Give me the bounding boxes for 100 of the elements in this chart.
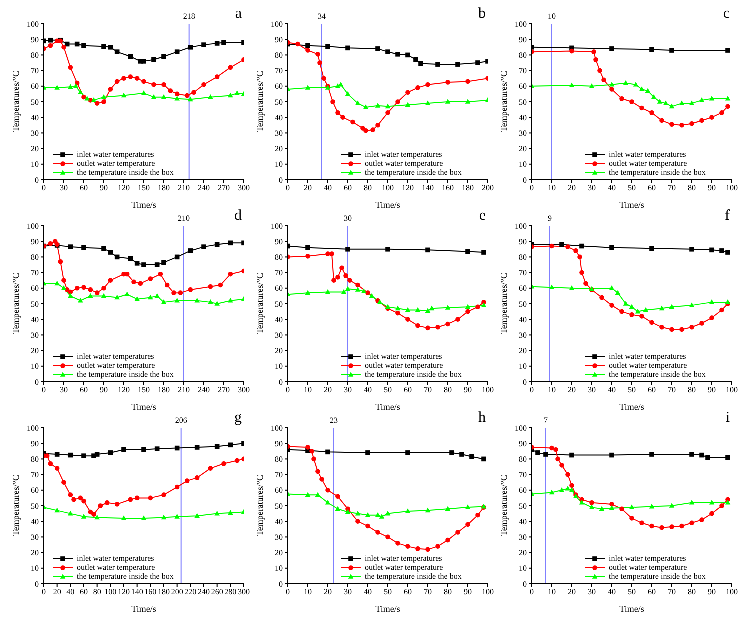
point <box>326 252 330 256</box>
y-axis-title: Temperatures/°C <box>499 71 510 132</box>
point <box>630 516 634 521</box>
x-tick-label: 50 <box>384 386 392 395</box>
point <box>355 510 361 516</box>
point <box>544 452 548 457</box>
y-tick-label: 70 <box>275 268 283 278</box>
point <box>228 510 234 515</box>
y-tick-label: 50 <box>31 300 39 309</box>
point <box>108 250 114 255</box>
point <box>202 244 206 250</box>
point <box>446 322 450 327</box>
point <box>188 96 194 102</box>
point <box>466 79 470 84</box>
point <box>61 286 67 290</box>
point <box>629 504 635 510</box>
x-tick-label: 100 <box>104 588 117 597</box>
legend-label: the temperature inside the box <box>77 370 174 379</box>
x-axis-title: Time/s <box>132 604 157 614</box>
point <box>101 293 107 298</box>
y-tick-label: 10 <box>519 564 527 574</box>
point <box>592 50 596 54</box>
point <box>82 245 86 250</box>
ref-line-label: 23 <box>330 416 338 425</box>
point <box>208 300 214 304</box>
point <box>396 52 400 57</box>
x-tick-label: 80 <box>688 588 696 597</box>
line-series <box>44 240 244 268</box>
point <box>623 301 629 306</box>
point <box>415 307 421 312</box>
y-tick-label: 60 <box>31 82 39 92</box>
legend-label: inlet water temperatures <box>77 554 154 563</box>
point <box>376 46 380 52</box>
point <box>218 282 224 288</box>
point <box>640 520 644 526</box>
x-tick-label: 0 <box>286 588 290 597</box>
y-tick-label: 70 <box>519 470 527 480</box>
x-tick-label: 300 <box>238 386 250 395</box>
point <box>174 298 180 303</box>
x-tick-label: 300 <box>238 184 250 193</box>
point <box>164 282 170 288</box>
y-tick-label: 80 <box>275 253 283 262</box>
point <box>466 522 470 528</box>
point <box>68 492 74 498</box>
x-tick-label: 70 <box>424 588 432 597</box>
point <box>94 514 100 520</box>
ref-line-label: 34 <box>318 12 326 21</box>
point <box>158 272 164 277</box>
point <box>202 82 206 88</box>
point <box>194 445 200 450</box>
x-tick-label: 30 <box>60 386 68 395</box>
point <box>405 102 411 108</box>
x-tick-label: 20 <box>304 184 312 193</box>
point <box>610 87 614 92</box>
y-tick-label: 20 <box>519 346 527 356</box>
y-tick-label: 0 <box>523 176 527 185</box>
point <box>560 242 564 248</box>
point <box>62 278 66 283</box>
point <box>556 456 560 462</box>
point <box>406 544 410 549</box>
y-tick-label: 10 <box>31 362 39 372</box>
point <box>174 50 180 54</box>
point <box>416 546 420 552</box>
y-tick-label: 80 <box>31 455 39 464</box>
point <box>148 276 154 282</box>
point <box>669 503 675 508</box>
point <box>720 110 724 116</box>
point <box>345 91 351 96</box>
y-tick-label: 20 <box>275 346 283 356</box>
x-tick-label: 40 <box>364 588 372 597</box>
x-tick-label: 90 <box>708 386 716 395</box>
y-tick-label: 100 <box>27 424 39 433</box>
point <box>385 104 391 109</box>
x-tick-label: 70 <box>424 386 432 395</box>
point <box>172 290 176 296</box>
point <box>406 450 410 456</box>
legend-label: inlet water temperatures <box>365 554 442 563</box>
point <box>470 454 474 460</box>
legend-label: inlet water temperatures <box>609 150 686 159</box>
point <box>102 100 106 104</box>
point <box>465 304 471 310</box>
x-tick-label: 240 <box>198 184 210 193</box>
point <box>640 106 644 111</box>
point <box>569 286 575 290</box>
point <box>700 118 704 124</box>
point <box>376 123 380 128</box>
point <box>610 502 614 507</box>
point <box>188 45 194 50</box>
point <box>54 85 60 90</box>
x-tick-label: 90 <box>708 184 716 193</box>
y-axis-title: Temperatures/°C <box>11 71 22 132</box>
point <box>670 48 674 53</box>
legend-label: the temperature inside the box <box>77 168 174 177</box>
point <box>340 266 344 271</box>
point <box>630 100 634 104</box>
point <box>456 62 460 67</box>
point <box>620 96 624 102</box>
point <box>377 300 383 304</box>
y-tick-label: 80 <box>519 253 527 262</box>
y-tick-label: 90 <box>519 35 527 44</box>
